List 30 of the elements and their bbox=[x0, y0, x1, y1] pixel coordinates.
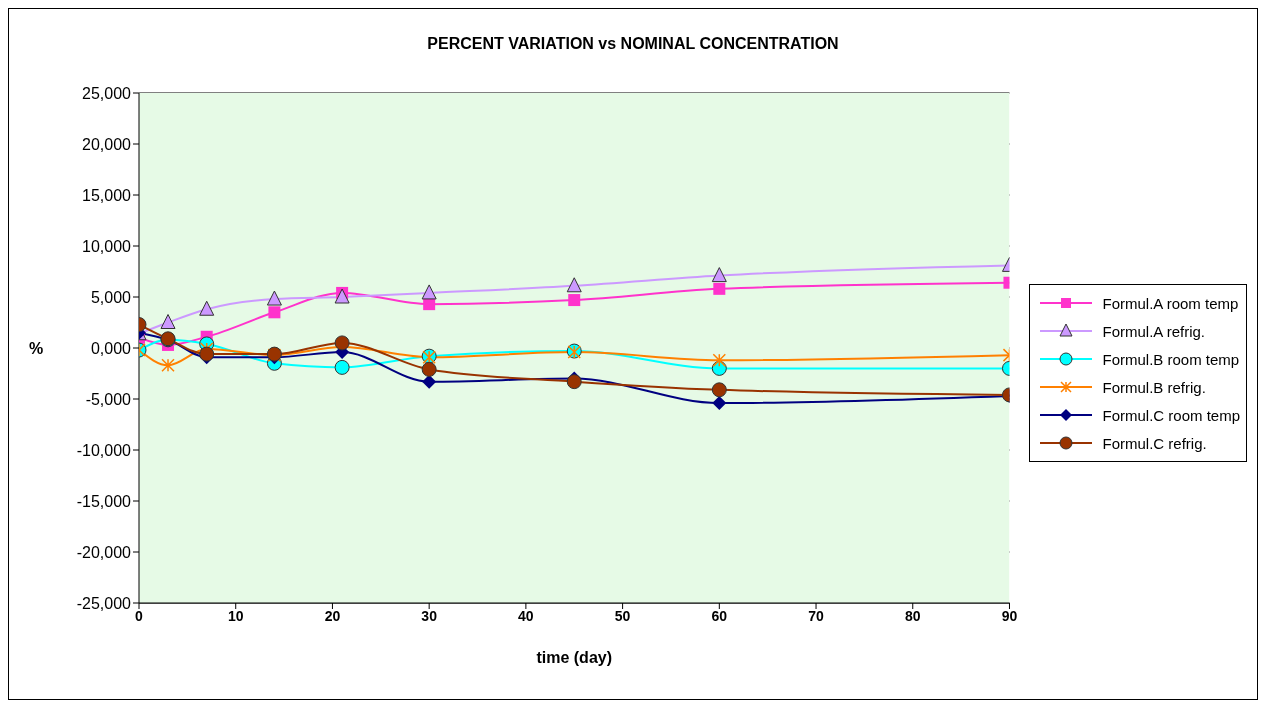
x-axis-title: time (day) bbox=[536, 649, 613, 666]
x-tick-label: 60 bbox=[711, 607, 728, 624]
y-axis-title: % bbox=[29, 339, 44, 357]
y-tick-label: -25,000 bbox=[76, 594, 132, 612]
y-tick-label: 25,000 bbox=[82, 84, 132, 102]
y-tick-label: 10,000 bbox=[82, 237, 132, 255]
x-tick-label: 80 bbox=[904, 607, 921, 624]
y-tick-label: -5,000 bbox=[85, 390, 132, 408]
legend-label: Formul.C refrig. bbox=[1102, 434, 1207, 452]
y-tick-label: 0,000 bbox=[90, 339, 132, 357]
x-tick-label: 20 bbox=[324, 607, 341, 624]
x-tick-label: 10 bbox=[227, 607, 244, 624]
x-tick-label: 30 bbox=[421, 607, 438, 624]
legend-label: Formul.A room temp bbox=[1102, 294, 1239, 312]
x-tick-label: 90 bbox=[1001, 607, 1018, 624]
x-tick-label: 70 bbox=[808, 607, 825, 624]
legend-label: Formul.A refrig. bbox=[1102, 322, 1205, 340]
x-tick-label: 0 bbox=[135, 607, 144, 624]
legend-label: Formul.B room temp bbox=[1102, 350, 1240, 368]
y-tick-label: 5,000 bbox=[90, 288, 132, 306]
y-tick-label: -15,000 bbox=[76, 492, 132, 510]
chart-title: PERCENT VARIATION vs NOMINAL CONCENTRATION bbox=[426, 35, 840, 53]
legend-label: Formul.C room temp bbox=[1102, 406, 1240, 424]
y-tick-label: 15,000 bbox=[82, 186, 132, 204]
y-tick-label: -20,000 bbox=[76, 543, 132, 561]
legend-label: Formul.B refrig. bbox=[1102, 378, 1206, 396]
x-tick-label: 50 bbox=[614, 607, 631, 624]
y-tick-label: 20,000 bbox=[82, 135, 132, 153]
x-tick-label: 40 bbox=[518, 607, 534, 624]
y-tick-label: -10,000 bbox=[76, 441, 132, 459]
